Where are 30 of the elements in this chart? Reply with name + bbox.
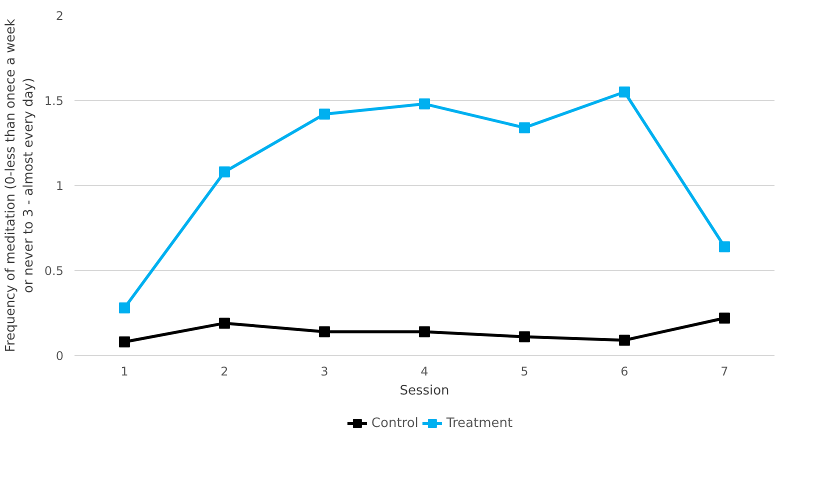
point [219,166,230,178]
point [619,86,630,98]
x-tick-label: 6 [620,364,628,378]
legend-label: Control [371,416,418,430]
legend-label: Treatment [446,416,513,430]
x-axis-title: Session [400,384,450,398]
x-tick-label: 3 [320,364,328,378]
point [119,302,130,314]
point [119,336,130,348]
point [419,326,430,338]
y-tick-label: 0 [56,349,64,363]
point [719,241,730,252]
point [319,108,330,120]
point [719,312,730,324]
y-tick-label: 0.5 [44,264,64,278]
x-tick-label: 7 [720,364,728,378]
x-tick-label: 5 [520,364,528,378]
y-tick-label: 2 [56,9,64,23]
y-tick-label: 1.5 [44,94,64,108]
point [419,98,430,110]
x-tick-label: 1 [120,364,128,378]
y-axis-title: Frequency of meditation (0-less than onece a week or never to 3 - almost every day) [3,18,36,352]
x-tick-label: 4 [420,364,428,378]
x-tick-label: 2 [220,364,228,378]
point [519,122,530,134]
y-tick-label: 1 [56,179,64,193]
point [619,334,630,346]
point [319,326,330,338]
point [519,331,530,342]
point [219,318,230,329]
